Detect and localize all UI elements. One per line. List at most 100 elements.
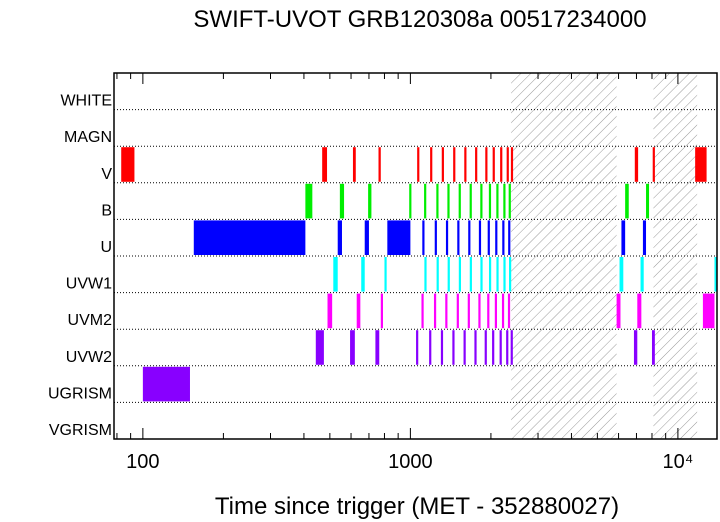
exposure-u-11 xyxy=(487,220,490,255)
exposure-uvw1-14 xyxy=(619,257,624,292)
exposure-b-11 xyxy=(488,183,492,219)
exposure-uvm2-7 xyxy=(456,293,459,329)
exposure-v-18 xyxy=(695,147,707,182)
x-tick-label-1000: 1000 xyxy=(388,451,433,473)
exposure-v-12 xyxy=(492,147,495,182)
exposure-uvw2-14 xyxy=(510,330,513,365)
exposure-u-5 xyxy=(422,220,425,255)
exposure-uvm2-1 xyxy=(327,293,333,329)
exposure-uvw1-3 xyxy=(384,257,387,292)
exposure-v-17 xyxy=(652,147,655,182)
exposure-b-12 xyxy=(496,183,499,219)
exposure-u-3 xyxy=(364,220,369,255)
row-label-uvw2: UVW2 xyxy=(66,349,112,366)
x-axis-ticks: 100 1000 10⁴ xyxy=(116,73,693,473)
exposure-uvw2-11 xyxy=(492,330,495,365)
exposure-uvw1-16 xyxy=(714,257,717,292)
exposure-v-1 xyxy=(121,147,135,182)
row-label-ugrism: UGRISM xyxy=(48,385,112,402)
x-tick-label-100: 100 xyxy=(126,451,159,473)
exposure-uvm2-9 xyxy=(478,293,481,329)
exposure-v-13 xyxy=(500,147,503,182)
exposure-uvw1-4 xyxy=(424,257,427,292)
exposure-b-14 xyxy=(508,183,511,219)
exposure-uvm2-11 xyxy=(494,293,498,329)
exposure-uvw2-3 xyxy=(375,330,380,365)
exposure-u-2 xyxy=(337,220,342,255)
exposure-uvw2-10 xyxy=(484,330,487,365)
exposure-uvw1-10 xyxy=(488,257,492,292)
exposure-v-14 xyxy=(506,147,509,182)
row-label-magn: MAGN xyxy=(64,129,112,146)
exposure-u-13 xyxy=(502,220,505,255)
exposure-uvw1-5 xyxy=(436,257,439,292)
exposure-u-12 xyxy=(495,220,498,255)
exposure-uvm2-3 xyxy=(380,293,384,329)
exposure-uvm2-4 xyxy=(421,293,424,329)
exposure-uvw2-7 xyxy=(452,330,455,365)
exposure-uvw2-4 xyxy=(416,330,419,365)
exposure-uvw1-12 xyxy=(503,257,506,292)
exposure-uvw2-2 xyxy=(350,330,355,365)
exposure-b-10 xyxy=(480,183,483,219)
exposure-u-8 xyxy=(457,220,460,255)
exposure-b-4 xyxy=(409,183,412,219)
exposure-u-1 xyxy=(193,220,306,255)
exposure-uvw1-2 xyxy=(361,257,365,292)
exposure-b-15 xyxy=(625,183,629,219)
exposure-uvm2-13 xyxy=(507,293,511,329)
exposure-uvw2-5 xyxy=(429,330,432,365)
exposure-uvm2-2 xyxy=(356,293,361,329)
exposure-u-15 xyxy=(621,220,626,255)
exposure-v-11 xyxy=(485,147,488,182)
exposure-uvw2-16 xyxy=(651,330,655,365)
exposure-v-6 xyxy=(430,147,433,182)
plot-frame xyxy=(113,72,718,440)
exposure-b-7 xyxy=(447,183,450,219)
exposure-uvw1-7 xyxy=(458,257,462,292)
exposure-uvm2-15 xyxy=(637,293,642,329)
exposure-uvm2-10 xyxy=(487,293,490,329)
exposure-uvm2-5 xyxy=(433,293,437,329)
exposure-uvw2-1 xyxy=(315,330,324,365)
exposure-uvw1-15 xyxy=(640,257,644,292)
exposure-uvw2-8 xyxy=(463,330,466,365)
exposure-uvw1-11 xyxy=(496,257,499,292)
exposure-uvw1-1 xyxy=(333,257,338,292)
exposure-v-2 xyxy=(322,147,328,182)
exposure-b-8 xyxy=(458,183,461,219)
x-axis-label: Time since trigger (MET - 352880027) xyxy=(215,493,619,520)
exposure-u-9 xyxy=(468,220,471,255)
x-tick-label-10-: 10⁴ xyxy=(662,451,693,473)
exposure-v-7 xyxy=(441,147,444,182)
exposure-u-4 xyxy=(387,220,411,255)
exposure-v-15 xyxy=(510,147,514,182)
exposure-uvw2-15 xyxy=(633,330,638,365)
row-label-u: U xyxy=(100,239,112,256)
row-label-v: V xyxy=(101,166,112,183)
exposure-v-10 xyxy=(475,147,478,182)
exposure-uvm2-14 xyxy=(616,293,621,329)
row-label-uvw1: UVW1 xyxy=(66,276,112,293)
exposure-b-6 xyxy=(436,183,439,219)
exposure-u-7 xyxy=(445,220,449,255)
exposure-u-14 xyxy=(508,220,511,255)
exposure-uvw2-9 xyxy=(474,330,477,365)
exposure-uvw2-6 xyxy=(440,330,444,365)
exposure-uvw1-6 xyxy=(447,257,450,292)
row-label-b: B xyxy=(101,202,112,219)
exposure-u-16 xyxy=(642,220,647,255)
exposure-uvw1-8 xyxy=(469,257,472,292)
filter-rows: WHITE MAGN V B U UVW1 UVM2 UVW2 UGRISM VGRISM xyxy=(48,93,717,439)
exposure-uvm2-12 xyxy=(501,293,505,329)
exposure-v-16 xyxy=(634,147,639,182)
row-label-vgrism: VGRISM xyxy=(49,422,112,439)
exposure-uvw1-13 xyxy=(509,257,512,292)
exposure-b-16 xyxy=(646,183,650,219)
exposure-v-9 xyxy=(464,147,467,182)
exposure-b-9 xyxy=(469,183,472,219)
exposure-uvm2-6 xyxy=(445,293,448,329)
exposure-b-13 xyxy=(503,183,506,219)
exposure-v-5 xyxy=(417,147,420,182)
